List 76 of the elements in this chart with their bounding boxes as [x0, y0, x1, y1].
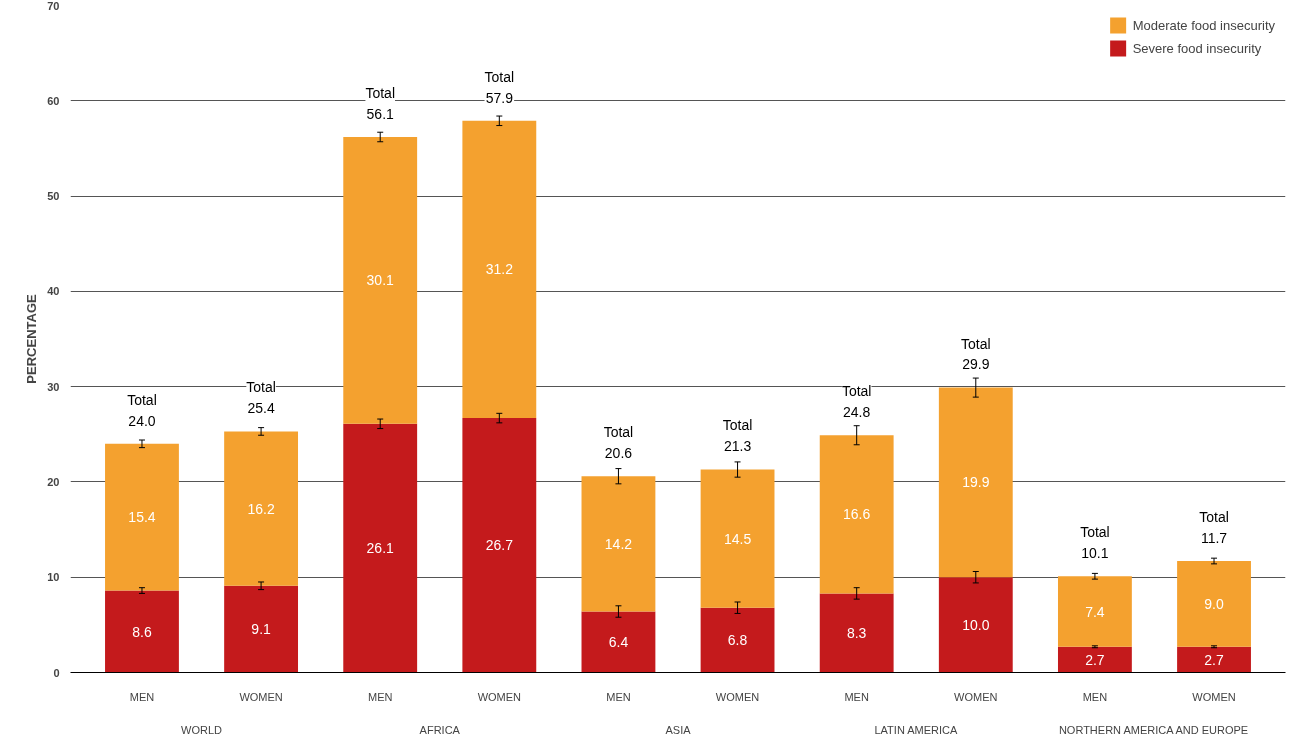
- bar: [819, 435, 894, 594]
- bar: [1177, 561, 1251, 647]
- y-tick-label: 60: [47, 94, 60, 107]
- legend-label: Moderate food insecurity: [1132, 17, 1275, 33]
- data-label: 2.7: [1204, 651, 1224, 668]
- total-label: Total 20.6: [603, 424, 634, 461]
- total-label: Total 21.3: [722, 417, 753, 455]
- bar: [819, 593, 894, 673]
- bar: [1057, 576, 1132, 647]
- total-label: Total 29.9: [961, 335, 991, 373]
- bar: [938, 577, 1013, 673]
- data-label: 26.1: [366, 540, 395, 557]
- data-label: 31.2: [485, 261, 514, 278]
- y-tick-label: 70: [47, 0, 60, 12]
- data-label: 16.6: [843, 506, 871, 523]
- total-label: Total 57.9: [484, 68, 515, 106]
- data-label: 9.0: [1204, 595, 1224, 612]
- x-tick-label: WOMEN: [477, 690, 522, 703]
- bar: [700, 607, 775, 673]
- total-label: Total 24.0: [127, 391, 157, 429]
- x-tick-label: MEN: [367, 690, 393, 703]
- data-label: 10.0: [962, 616, 990, 633]
- y-axis-title: PERCENTAGE: [24, 294, 40, 384]
- x-tick-label: MEN: [1082, 690, 1108, 703]
- data-label: 7.4: [1085, 603, 1105, 620]
- y-tick-label: 0: [53, 666, 60, 679]
- bar: [1057, 646, 1132, 673]
- data-label: 14.5: [723, 530, 752, 547]
- x-tick-label: WOMEN: [954, 690, 998, 703]
- text: WORLD: [181, 723, 223, 736]
- x-tick-label: MEN: [844, 690, 869, 703]
- bar: [343, 423, 418, 673]
- bar: [105, 443, 179, 591]
- bar: [343, 136, 418, 424]
- data-label: 6.4: [608, 634, 629, 651]
- total-label: Total 24.8: [841, 383, 872, 420]
- data-label: 8.3: [846, 624, 867, 641]
- data-label: 30.1: [366, 272, 395, 289]
- bar: [938, 387, 1013, 578]
- y-tick-label: 10: [47, 571, 60, 584]
- y-tick-label: 20: [47, 475, 60, 488]
- x-tick-label: WOMEN: [715, 690, 760, 703]
- data-label: 16.2: [247, 500, 275, 517]
- bar: [462, 418, 537, 673]
- bar: [700, 469, 775, 608]
- bar: [581, 611, 656, 673]
- data-label: 15.4: [128, 509, 156, 526]
- total-label: Total 56.1: [365, 84, 395, 122]
- total-label: Total 25.4: [246, 379, 276, 417]
- total-label: Total 10.1: [1080, 524, 1110, 562]
- legend-label: Severe food insecurity: [1132, 40, 1262, 56]
- data-label: 6.8: [727, 632, 748, 649]
- bar: [224, 431, 299, 586]
- total-label: Total 11.7: [1199, 508, 1229, 546]
- bar: [1177, 646, 1251, 673]
- bar: [105, 590, 179, 673]
- x-tick-label: WOMEN: [1192, 690, 1236, 703]
- bar: [581, 476, 656, 612]
- x-tick-label: MEN: [606, 690, 631, 703]
- data-label: 8.6: [132, 623, 152, 640]
- y-tick-label: 50: [47, 190, 60, 203]
- data-label: 14.2: [604, 535, 633, 552]
- y-tick-label: 40: [47, 285, 60, 298]
- x-tick-label: WOMEN: [239, 690, 283, 703]
- data-label: 2.7: [1085, 651, 1105, 668]
- data-label: 19.9: [962, 474, 990, 491]
- x-tick-label: MEN: [129, 690, 155, 703]
- data-label: 26.7: [485, 537, 514, 554]
- bar: [462, 120, 537, 419]
- text: NORTHERN AMERICA AND EUROPE: [1058, 723, 1249, 736]
- bar: [224, 585, 299, 673]
- text: AFRICA: [419, 723, 461, 736]
- text: ASIA: [665, 723, 692, 736]
- y-tick-label: 30: [47, 380, 60, 393]
- data-label: 9.1: [251, 621, 272, 638]
- text: LATIN AMERICA: [874, 723, 959, 736]
